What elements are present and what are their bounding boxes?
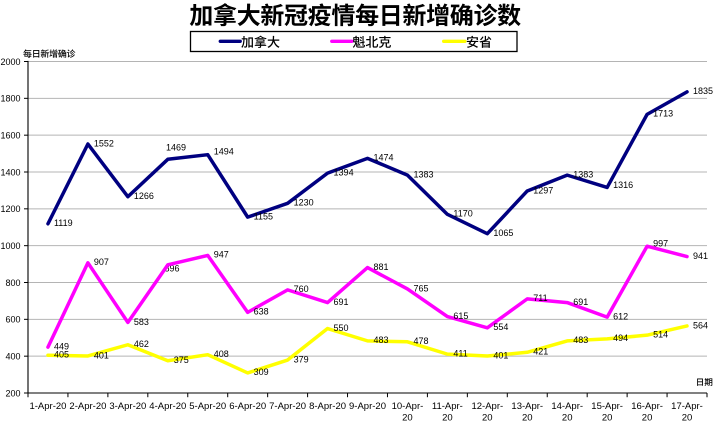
svg-text:907: 907 [94,257,109,267]
svg-text:483: 483 [573,335,588,345]
svg-text:494: 494 [613,333,628,343]
svg-text:1469: 1469 [166,143,186,153]
svg-text:564: 564 [693,320,708,330]
svg-text:11-Apr-: 11-Apr- [432,401,463,412]
svg-text:1383: 1383 [573,169,593,179]
svg-text:17-Apr-: 17-Apr- [671,401,703,412]
svg-text:379: 379 [294,354,309,364]
svg-text:15-Apr-: 15-Apr- [591,401,623,412]
svg-text:400: 400 [5,351,20,361]
svg-text:691: 691 [573,297,588,307]
svg-text:612: 612 [613,311,628,321]
svg-text:600: 600 [5,315,20,325]
svg-text:1552: 1552 [94,138,114,148]
svg-text:449: 449 [54,341,69,351]
svg-text:478: 478 [413,336,428,346]
svg-text:6-Apr-20: 6-Apr-20 [229,401,266,412]
svg-text:1119: 1119 [54,218,73,228]
svg-text:1800: 1800 [0,94,20,104]
svg-text:1-Apr-20: 1-Apr-20 [29,401,66,412]
svg-text:941: 941 [693,251,708,261]
svg-text:10-Apr-: 10-Apr- [392,401,424,412]
svg-text:691: 691 [334,297,349,307]
svg-text:1713: 1713 [653,109,673,119]
svg-text:711: 711 [533,293,547,303]
svg-text:1155: 1155 [254,211,273,221]
svg-text:1000: 1000 [0,241,20,251]
svg-text:20: 20 [562,413,573,424]
svg-text:20: 20 [682,413,693,424]
svg-text:411: 411 [453,348,467,358]
svg-text:8-Apr-20: 8-Apr-20 [309,401,346,412]
svg-text:401: 401 [94,350,109,360]
svg-text:765: 765 [413,283,428,293]
svg-text:405: 405 [54,350,69,360]
svg-text:1170: 1170 [453,209,472,219]
svg-text:947: 947 [214,250,229,260]
svg-text:896: 896 [165,264,180,274]
svg-text:2-Apr-20: 2-Apr-20 [69,401,106,412]
svg-text:3-Apr-20: 3-Apr-20 [109,401,146,412]
svg-text:1835: 1835 [693,86,713,96]
svg-text:554: 554 [493,322,508,332]
svg-text:1316: 1316 [613,180,633,190]
svg-text:881: 881 [374,262,389,272]
svg-text:514: 514 [653,329,668,339]
svg-text:1230: 1230 [294,198,314,208]
svg-text:1297: 1297 [533,185,553,195]
svg-text:12-Apr-: 12-Apr- [471,401,503,412]
svg-text:1394: 1394 [334,167,354,177]
svg-text:5-Apr-20: 5-Apr-20 [189,401,226,412]
svg-text:1400: 1400 [0,167,20,177]
svg-text:1383: 1383 [413,169,433,179]
svg-text:20: 20 [402,413,413,424]
svg-text:408: 408 [214,349,229,359]
svg-text:583: 583 [134,317,149,327]
svg-text:375: 375 [174,355,189,365]
svg-text:997: 997 [653,239,668,249]
svg-text:615: 615 [453,311,468,321]
svg-text:638: 638 [254,307,269,317]
svg-text:20: 20 [642,413,653,424]
svg-text:309: 309 [254,367,269,377]
svg-text:1200: 1200 [0,204,20,214]
svg-text:462: 462 [134,339,149,349]
svg-text:483: 483 [374,335,389,345]
svg-text:20: 20 [442,413,453,424]
svg-text:16-Apr-: 16-Apr- [631,401,663,412]
svg-text:550: 550 [334,323,349,333]
svg-text:20: 20 [602,413,613,424]
svg-text:1474: 1474 [374,153,394,163]
svg-text:20: 20 [522,413,533,424]
svg-text:800: 800 [5,278,20,288]
svg-text:1600: 1600 [0,130,20,140]
svg-text:401: 401 [493,350,508,360]
svg-text:4-Apr-20: 4-Apr-20 [149,401,186,412]
svg-text:200: 200 [5,388,20,398]
svg-text:760: 760 [294,284,309,294]
svg-text:9-Apr-20: 9-Apr-20 [349,401,386,412]
svg-text:14-Apr-: 14-Apr- [551,401,583,412]
svg-text:421: 421 [533,347,548,357]
svg-text:20: 20 [482,413,493,424]
svg-text:1065: 1065 [493,228,513,238]
svg-text:2000: 2000 [0,57,20,67]
svg-text:13-Apr-: 13-Apr- [511,401,543,412]
svg-text:1266: 1266 [134,191,154,201]
svg-text:7-Apr-20: 7-Apr-20 [269,401,306,412]
svg-text:1494: 1494 [214,146,234,156]
